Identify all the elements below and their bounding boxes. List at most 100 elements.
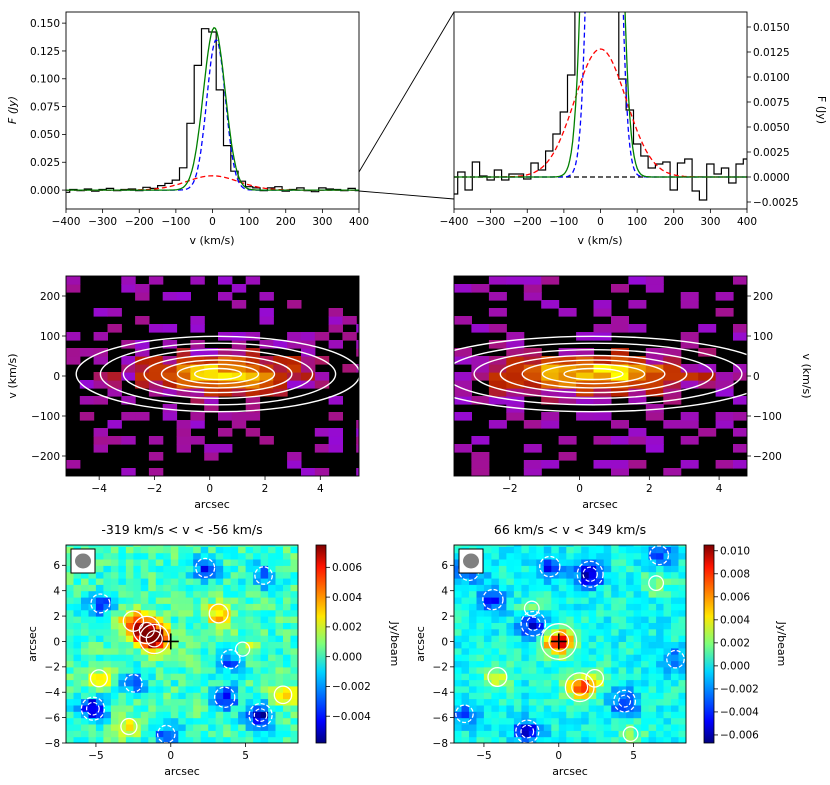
map-pixel [603,685,612,693]
map-pixel [506,679,515,687]
map-pixel [170,698,179,706]
map-pixel [223,609,232,617]
map-pixel [275,609,284,617]
map-pixel [193,666,202,674]
map-pixel [170,692,179,700]
map-pixel [656,565,665,573]
map-pixel [618,545,627,547]
map-pixel [551,730,560,738]
map-pixel [528,616,537,623]
pv-pixel [471,364,490,373]
map-pixel [461,673,470,681]
y-tick-label: 0.150 [30,18,60,30]
map-pixel [245,698,254,706]
map-pixel [245,616,254,623]
map-pixel [491,711,500,719]
map-pixel [551,603,560,611]
map-pixel [125,565,134,573]
map-pixel [498,609,507,617]
map-pixel [148,616,157,623]
map-pixel [498,584,507,592]
map-pixel [103,666,112,674]
x-ticks: −400 −300 −200 −100 0 100 200 300 400 [52,209,369,228]
pv-pixel [204,396,219,405]
map-pixel [476,724,485,731]
map-pixel [656,698,665,706]
map-pixel [185,597,194,604]
map-pixel [140,545,149,547]
map-pixel [566,660,575,668]
map-pixel [148,565,157,573]
map-pixel [238,673,247,681]
map-pixel [118,590,127,598]
pv-pixel [314,428,330,437]
map-pixel [81,666,90,674]
map-pixel [491,597,500,604]
map-pixel [200,559,209,566]
map-pixel [573,597,582,604]
map-pixel [678,666,686,674]
map-pixel [641,647,650,655]
pv-pixel [454,348,472,357]
pv-pixel [135,372,150,381]
map-pixel [491,584,500,592]
map-pixel [633,635,642,642]
map-pixel [618,622,627,630]
map-pixel [283,622,292,630]
map-pixel [536,660,545,668]
map-pixel [290,552,298,560]
map-pixel [648,692,657,700]
map-pixel [528,571,537,579]
map-pixel [603,711,612,719]
y-tick-label: −200 [31,451,60,463]
map-pixel [290,565,298,573]
map-pixel [118,597,127,604]
x-tick-label: 100 [627,216,647,228]
map-pixel [558,679,567,687]
map-pixel [245,679,254,687]
colorbar-tick-label: 0.004 [332,592,362,604]
map-pixel [536,736,545,743]
spectrum-curves [66,26,359,193]
map-pixel [193,717,202,725]
map-pixel [73,698,82,706]
map-pixel [611,565,620,573]
map-pixel [603,546,612,554]
map-pixel [95,641,104,649]
pv-pixel [66,348,81,357]
pv-pixel [162,380,178,389]
map-pixel [521,736,530,743]
map-pixel [148,641,157,649]
map-pixel [528,559,537,566]
map-pixel [170,546,179,554]
map-pixel [626,546,635,554]
map-pixel [163,717,172,725]
pv-pixel [541,420,560,429]
map-pixel [656,685,665,693]
map-pixel [491,692,500,700]
map-pixel [95,730,104,738]
map-pixel [596,711,605,719]
pv-pixel [176,436,191,445]
spectrum-panel-left: −400 −300 −200 −100 0 100 200 300 400 0.0000.025… [6,11,369,247]
map-pixel [230,546,239,554]
map-pixel [283,546,292,554]
map-pixel [133,673,142,681]
map-pixel [641,736,650,743]
pv-pixel [107,420,122,429]
map-pixel [148,603,157,611]
map-pixel [178,673,187,681]
map-pixel [454,698,463,706]
pv-pixel [176,420,191,429]
map-pixel [454,559,463,566]
map-pixel [223,717,232,725]
map-pixel [573,590,582,598]
map-pixel [671,641,680,649]
pv-contour [122,349,314,400]
map-pixel [208,578,217,585]
map-pixel [618,578,627,585]
map-pixel [200,704,209,712]
map-pixel [125,597,134,604]
map-pixel [133,628,142,636]
map-pixel [498,724,507,731]
